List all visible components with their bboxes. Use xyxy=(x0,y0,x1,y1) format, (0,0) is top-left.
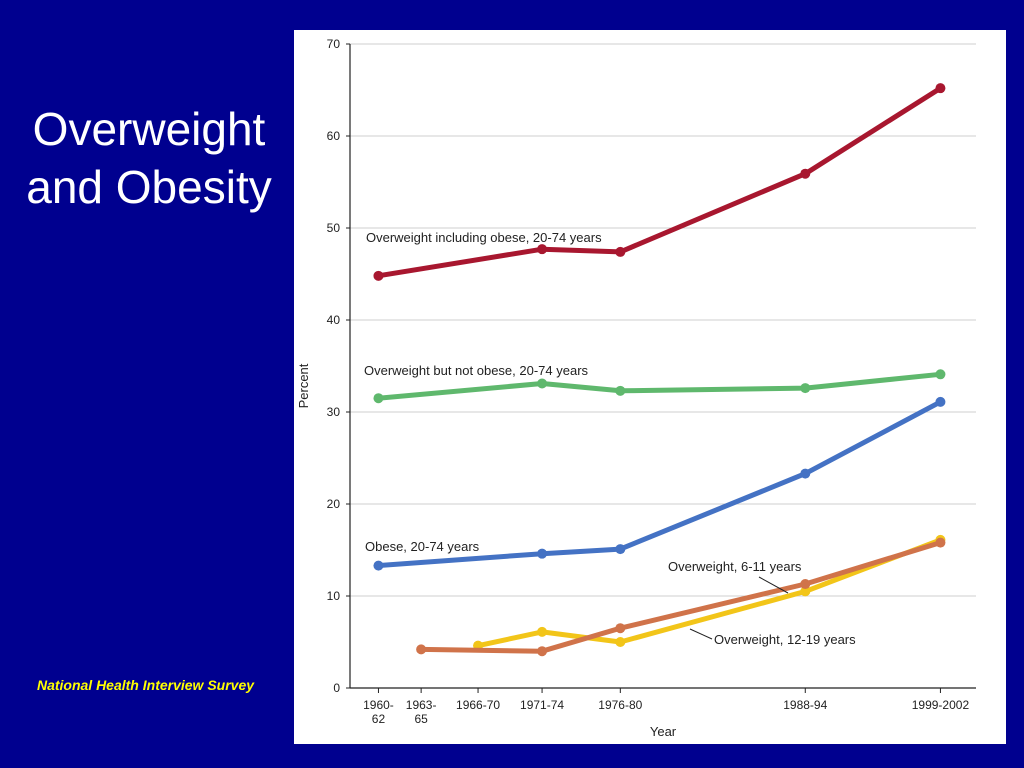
x-tick-label: 1976-80 xyxy=(598,698,642,712)
data-point xyxy=(935,83,946,94)
series-label: Obese, 20-74 years xyxy=(365,539,480,554)
data-point xyxy=(615,544,626,555)
grid-layer xyxy=(350,43,976,597)
data-point xyxy=(800,579,811,590)
series-line xyxy=(376,85,943,279)
x-tick-label: 1966-70 xyxy=(456,698,500,712)
x-tick-label: 1960- xyxy=(363,698,394,712)
y-tick-label: 40 xyxy=(327,313,341,327)
x-tick-label: 1971-74 xyxy=(520,698,564,712)
data-point xyxy=(537,378,548,389)
label-layer: Overweight including obese, 20-74 years O… xyxy=(364,230,856,647)
series-0 xyxy=(373,83,946,281)
y-tick-label: 0 xyxy=(333,681,340,695)
data-point xyxy=(537,646,548,657)
y-tick-label: 20 xyxy=(327,497,341,511)
data-point xyxy=(373,393,384,404)
series-label: Overweight, 6-11 years xyxy=(668,559,802,574)
chart-panel: 0 10 20 30 40 50 60 70 1960- 62 1963- 65 1966-70 1971… xyxy=(294,30,1006,744)
series-label-leader xyxy=(689,628,713,640)
data-point xyxy=(935,537,946,548)
data-point xyxy=(373,560,384,571)
x-tick-label-line-2: 65 xyxy=(414,712,428,726)
data-point xyxy=(416,644,427,655)
series-label: Overweight including obese, 20-74 years xyxy=(366,230,602,245)
series-label: Overweight, 12-19 years xyxy=(714,632,856,647)
series-label-leader xyxy=(758,576,789,594)
data-point xyxy=(800,383,811,394)
data-point xyxy=(800,468,811,479)
source-note: National Health Interview Survey xyxy=(36,677,255,693)
data-point xyxy=(537,244,548,255)
data-point xyxy=(800,168,811,179)
series-2 xyxy=(373,396,946,571)
data-point xyxy=(537,548,548,559)
y-tick-label: 70 xyxy=(327,37,341,51)
slide-title: Overweight and Obesity xyxy=(8,100,290,216)
x-tick-label: 1999-2002 xyxy=(912,698,970,712)
x-tick-label-line-2: 62 xyxy=(372,712,386,726)
series-4 xyxy=(416,537,946,657)
series-label: Overweight but not obese, 20-74 years xyxy=(364,363,589,378)
data-point xyxy=(935,369,946,380)
x-axis-title: Year xyxy=(650,724,677,739)
x-tick-label: 1963- xyxy=(406,698,437,712)
data-point xyxy=(373,270,384,281)
y-tick-label: 50 xyxy=(327,221,341,235)
series-layer xyxy=(373,83,946,657)
data-point xyxy=(935,396,946,407)
y-tick-label: 60 xyxy=(327,129,341,143)
slide-title-line-2: and Obesity xyxy=(26,161,272,213)
data-point xyxy=(537,626,548,637)
slide-title-line-1: Overweight xyxy=(32,103,266,155)
data-point xyxy=(615,623,626,634)
y-tick-label: 10 xyxy=(327,589,341,603)
line-chart: 0 10 20 30 40 50 60 70 1960-62 1963-65 1966-70 1971… xyxy=(296,37,976,739)
data-point xyxy=(615,637,626,647)
series-1 xyxy=(373,369,946,404)
data-point xyxy=(615,246,626,257)
y-axis-title: Percent xyxy=(296,363,311,408)
x-tick-label: 1988-94 xyxy=(783,698,827,712)
data-point xyxy=(800,586,811,597)
data-point xyxy=(615,385,626,396)
y-tick-label: 30 xyxy=(327,405,341,419)
axis-layer: 0 10 20 30 40 50 60 70 1960-62 1963-65 1966-70 1971… xyxy=(296,37,976,739)
